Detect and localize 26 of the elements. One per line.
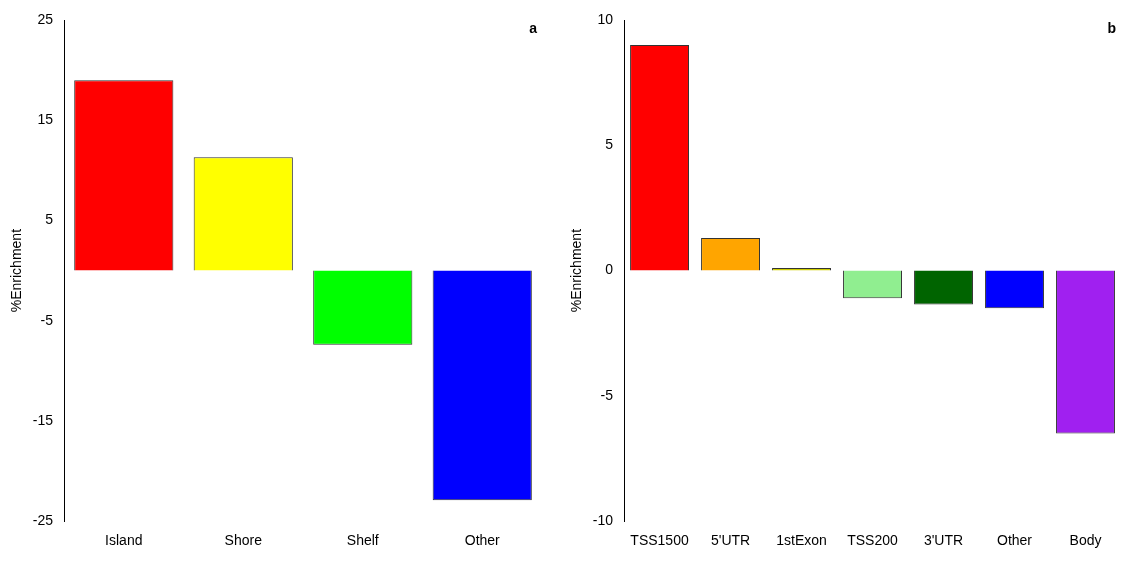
x-tick-label: 5'UTR	[710, 532, 751, 549]
x-tick-label: Other	[997, 532, 1033, 549]
y-tick-label: -5	[600, 386, 614, 403]
y-tick-label: 25	[37, 10, 54, 27]
x-tick-label: 1stExon	[776, 532, 827, 549]
y-tick-label: 10	[597, 10, 614, 27]
x-tick-label: TSS200	[847, 532, 899, 549]
y-tick-label: 5	[45, 211, 54, 228]
annotation: a	[529, 19, 538, 36]
x-tick-label: Island	[105, 532, 143, 549]
x-tick-label: Body	[1069, 532, 1102, 549]
y-axis-title: %Enrichment	[8, 228, 25, 313]
annotation: b	[1107, 19, 1116, 36]
y-axis-title: %Enrichment	[568, 228, 585, 313]
x-tick-label: TSS1500	[630, 532, 689, 549]
x-tick-label: 3'UTR	[923, 532, 964, 549]
y-tick-label: -5	[40, 311, 54, 328]
y-tick-label: -10	[592, 512, 614, 529]
y-tick-label: 5	[605, 136, 614, 153]
x-tick-label: Other	[464, 532, 501, 549]
y-tick-label: -25	[32, 512, 54, 529]
y-tick-label: -15	[32, 411, 54, 428]
y-tick-label: 0	[605, 261, 614, 278]
x-tick-label: Shelf	[346, 532, 379, 549]
x-tick-label: Shore	[224, 532, 263, 549]
y-tick-label: 15	[37, 111, 54, 128]
